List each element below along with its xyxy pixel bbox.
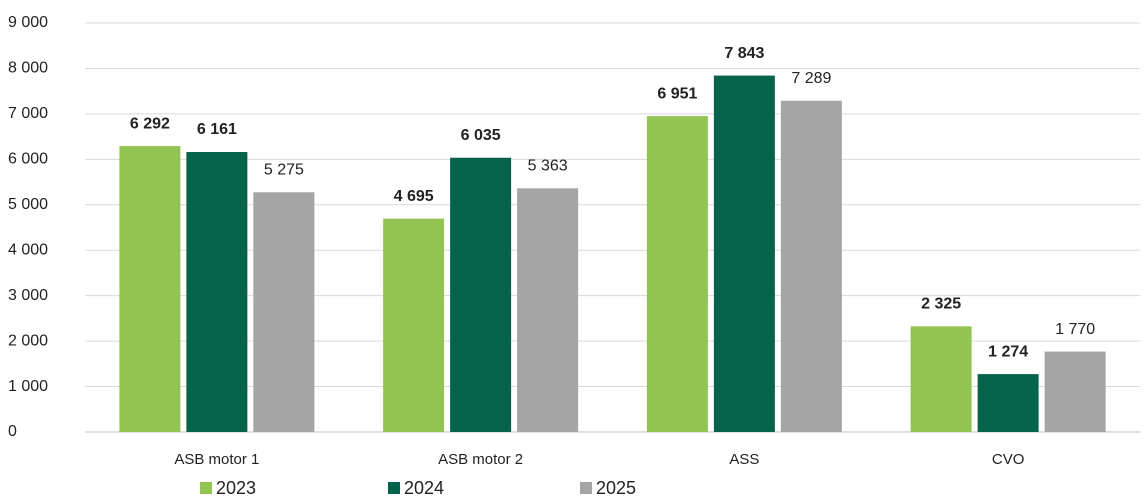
y-tick-label: 1 000 [8, 378, 48, 395]
data-label: 4 695 [394, 188, 434, 205]
x-tick-label: ASB motor 2 [438, 451, 523, 468]
bar [253, 192, 315, 432]
bar [713, 75, 775, 432]
legend-label: 2024 [404, 478, 444, 498]
data-label: 5 275 [264, 161, 304, 178]
y-tick-label: 4 000 [8, 241, 48, 258]
bar [977, 374, 1039, 432]
bar [450, 157, 512, 432]
data-label: 1 274 [988, 343, 1028, 360]
legend-swatch [580, 482, 592, 494]
bar [119, 146, 181, 433]
y-tick-label: 6 000 [8, 151, 48, 168]
data-label: 6 161 [197, 121, 237, 138]
bar [517, 188, 579, 432]
y-tick-label: 5 000 [8, 196, 48, 213]
bar [780, 100, 842, 433]
data-label: 7 843 [724, 45, 764, 62]
legend-label: 2025 [596, 478, 636, 498]
bar [1044, 351, 1106, 432]
x-tick-label: CVO [992, 451, 1025, 468]
data-label: 7 289 [791, 70, 831, 87]
data-label: 6 951 [657, 85, 697, 102]
legend-label: 2023 [216, 478, 256, 498]
bar [186, 152, 248, 432]
data-label: 6 035 [461, 127, 501, 144]
y-tick-label: 0 [8, 423, 17, 440]
data-label: 5 363 [528, 158, 568, 175]
y-tick-label: 3 000 [8, 287, 48, 304]
x-tick-label: ASS [729, 451, 759, 468]
data-label: 2 325 [921, 296, 961, 313]
legend-swatch [200, 482, 212, 494]
y-tick-label: 2 000 [8, 332, 48, 349]
bar [910, 326, 972, 432]
bar [646, 116, 708, 433]
y-tick-label: 9 000 [8, 14, 48, 31]
bar [383, 218, 445, 432]
x-tick-label: ASB motor 1 [174, 451, 259, 468]
data-label: 6 292 [130, 115, 170, 132]
legend-swatch [388, 482, 400, 494]
data-label: 1 770 [1055, 321, 1095, 338]
y-tick-label: 8 000 [8, 60, 48, 77]
y-tick-label: 7 000 [8, 105, 48, 122]
